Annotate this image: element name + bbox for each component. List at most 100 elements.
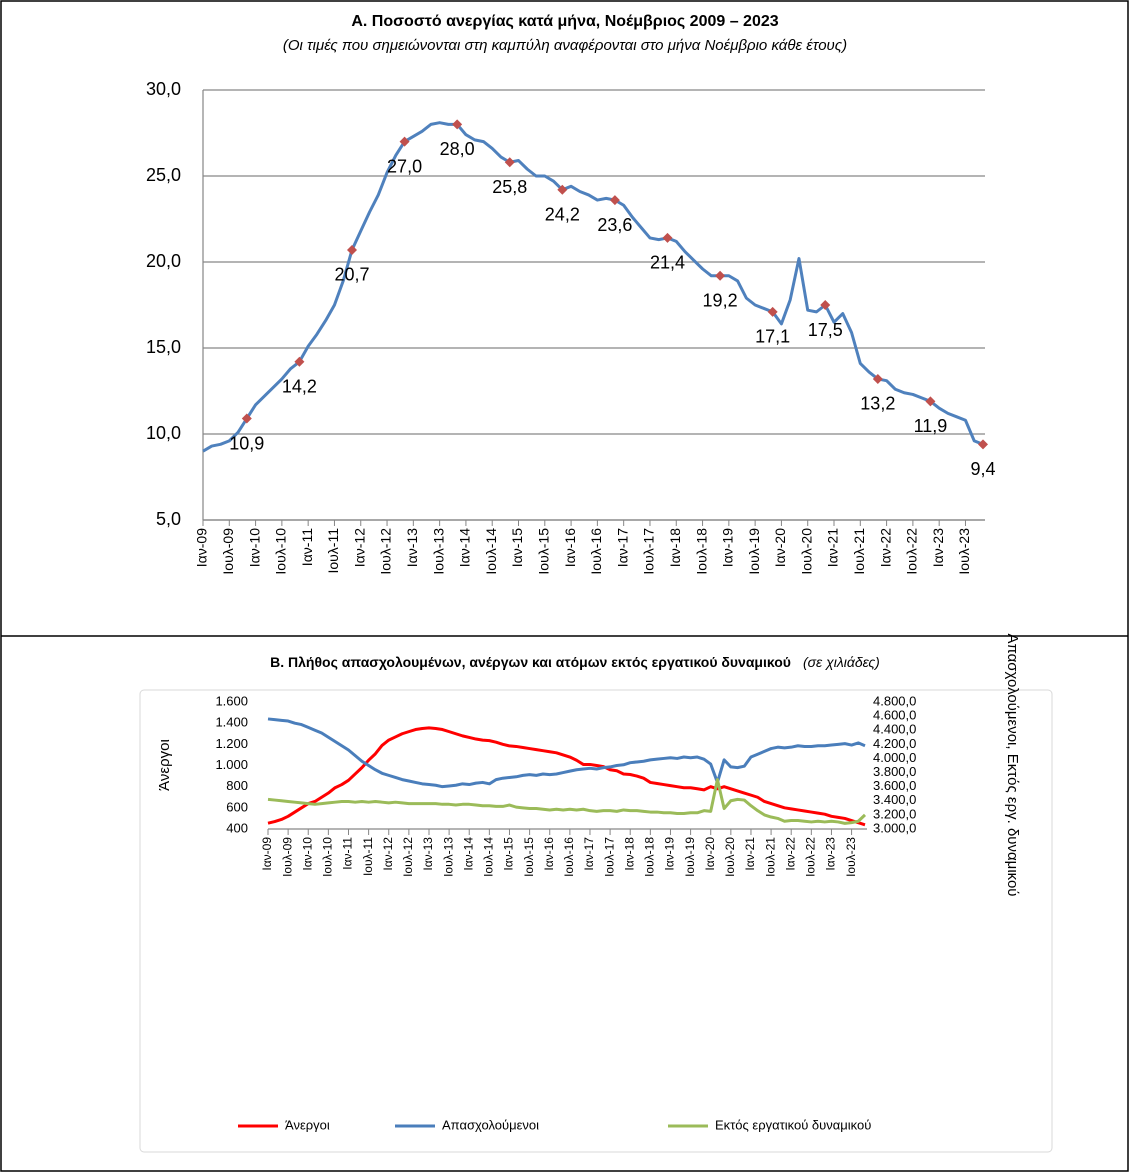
x-tick-label: Ιαν-09 bbox=[194, 528, 210, 567]
x-tick-label: Ιουλ-16 bbox=[588, 528, 604, 575]
y2-tick-label: 4.600,0 bbox=[873, 708, 916, 723]
y-axis-title: Άνεργοι bbox=[156, 739, 173, 791]
x-tick-label: Ιαν-23 bbox=[824, 837, 838, 871]
y2-tick-label: 4.200,0 bbox=[873, 736, 916, 751]
x-tick-label: Ιουλ-22 bbox=[904, 528, 920, 575]
data-label: 10,9 bbox=[229, 433, 264, 453]
x-tick-label: Ιουλ-14 bbox=[483, 528, 499, 575]
x-tick-label: Ιαν-14 bbox=[457, 528, 473, 567]
x-tick-label: Ιουλ-13 bbox=[441, 837, 455, 877]
y-tick-label: 1.400 bbox=[215, 715, 248, 730]
data-label: 17,5 bbox=[808, 320, 843, 340]
x-tick-label: Ιουλ-09 bbox=[280, 837, 294, 877]
x-tick-label: Ιαν-10 bbox=[246, 528, 262, 567]
marker bbox=[452, 119, 463, 130]
legend-label: Εκτός εργατικού δυναμικού bbox=[715, 1117, 871, 1132]
x-tick-label: Ιουλ-22 bbox=[804, 837, 818, 877]
x-tick-label: Ιαν-11 bbox=[299, 528, 315, 566]
x-tick-label: Ιαν-16 bbox=[542, 837, 556, 871]
x-tick-label: Ιουλ-11 bbox=[361, 837, 375, 876]
x-tick-label: Ιουλ-15 bbox=[522, 837, 536, 877]
data-label: 20,7 bbox=[334, 265, 369, 285]
data-label: 23,6 bbox=[597, 215, 632, 235]
marker bbox=[557, 184, 568, 195]
y2-tick-label: 3.400,0 bbox=[873, 792, 916, 807]
y-tick-label: 1.200 bbox=[215, 736, 248, 751]
marker bbox=[978, 439, 988, 450]
x-tick-label: Ιαν-20 bbox=[772, 528, 788, 567]
data-label: 27,0 bbox=[387, 156, 422, 176]
data-label: 25,8 bbox=[492, 177, 527, 197]
y2-tick-label: 4.800,0 bbox=[873, 693, 916, 708]
y-tick-label: 1.000 bbox=[215, 757, 248, 772]
y2-tick-label: 4.400,0 bbox=[873, 722, 916, 737]
x-tick-label: Ιουλ-20 bbox=[723, 837, 737, 877]
x-tick-label: Ιαν-22 bbox=[877, 528, 893, 567]
x-tick-label: Ιαν-17 bbox=[582, 837, 596, 871]
x-tick-label: Ιαν-21 bbox=[743, 837, 757, 871]
y2-axis-title: Απασχολούμενοι, Εκτός εργ. δυναμικού bbox=[1004, 633, 1021, 896]
marker bbox=[241, 413, 252, 424]
data-label: 11,9 bbox=[914, 416, 948, 436]
legend-label: Άνεργοι bbox=[285, 1117, 330, 1132]
series-line bbox=[267, 717, 866, 789]
y-tick-label: 10,0 bbox=[146, 423, 181, 443]
x-tick-label: Ιουλ-17 bbox=[602, 837, 616, 877]
x-tick-label: Ιαν-11 bbox=[341, 837, 355, 870]
data-label: 28,0 bbox=[440, 139, 475, 159]
y-tick-label: 15,0 bbox=[146, 337, 181, 357]
x-tick-label: Ιουλ-13 bbox=[430, 528, 446, 575]
x-tick-label: Ιουλ-23 bbox=[956, 528, 972, 575]
title-main: Β. Πλήθος απασχολουμένων, ανέργων και ατ… bbox=[270, 654, 791, 670]
chart-subtitle: (Οι τιμές που σημειώνονται στη καμπύλη α… bbox=[283, 37, 847, 54]
title-note: (σε χιλιάδες) bbox=[803, 654, 880, 670]
y-tick-label: 400 bbox=[226, 820, 248, 835]
x-tick-label: Ιαν-19 bbox=[663, 837, 677, 871]
y-tick-label: 800 bbox=[226, 778, 248, 793]
series-line bbox=[202, 121, 984, 453]
y2-tick-label: 3.800,0 bbox=[873, 764, 916, 779]
x-tick-label: Ιουλ-17 bbox=[641, 528, 657, 575]
y2-tick-label: 4.000,0 bbox=[873, 750, 916, 765]
data-label: 9,4 bbox=[970, 459, 995, 479]
x-tick-label: Ιουλ-09 bbox=[220, 528, 236, 575]
x-tick-label: Ιαν-16 bbox=[562, 528, 578, 567]
x-tick-label: Ιαν-13 bbox=[421, 837, 435, 871]
x-tick-label: Ιαν-13 bbox=[404, 528, 420, 567]
data-label: 17,1 bbox=[755, 327, 790, 347]
marker bbox=[872, 373, 883, 384]
marker bbox=[504, 157, 515, 168]
x-tick-label: Ιουλ-21 bbox=[851, 528, 867, 575]
x-tick-label: Ιουλ-20 bbox=[798, 528, 814, 575]
marker bbox=[820, 300, 831, 310]
x-tick-label: Ιαν-18 bbox=[667, 528, 683, 567]
chart-b-frame bbox=[139, 689, 1053, 1153]
x-tick-label: Ιουλ-16 bbox=[562, 837, 576, 877]
x-tick-label: Ιαν-12 bbox=[381, 837, 395, 871]
y2-tick-label: 3.600,0 bbox=[873, 778, 916, 793]
x-tick-label: Ιαν-21 bbox=[825, 528, 841, 567]
x-tick-label: Ιουλ-15 bbox=[536, 528, 552, 575]
x-tick-label: Ιαν-15 bbox=[509, 528, 525, 567]
x-tick-label: Ιαν-15 bbox=[502, 837, 516, 871]
series-line bbox=[267, 726, 866, 827]
x-tick-label: Ιουλ-10 bbox=[321, 837, 335, 877]
x-tick-label: Ιουλ-23 bbox=[844, 837, 858, 877]
x-tick-label: Ιαν-10 bbox=[300, 837, 314, 871]
data-label: 14,2 bbox=[282, 377, 317, 397]
x-tick-label: Ιουλ-21 bbox=[763, 837, 777, 877]
data-label: 24,2 bbox=[545, 205, 580, 225]
y2-tick-label: 3.200,0 bbox=[873, 806, 916, 821]
x-tick-label: Ιαν-09 bbox=[260, 837, 274, 871]
series-line bbox=[267, 778, 867, 825]
x-tick-label: Ιαν-17 bbox=[614, 528, 630, 567]
x-tick-label: Ιαν-14 bbox=[461, 837, 475, 871]
marker bbox=[346, 244, 357, 255]
y-tick-label: 600 bbox=[226, 799, 248, 814]
x-tick-label: Ιουλ-19 bbox=[746, 528, 762, 575]
x-tick-label: Ιουλ-10 bbox=[273, 528, 289, 575]
y-tick-label: 30,0 bbox=[146, 79, 181, 99]
x-tick-label: Ιουλ-11 bbox=[325, 528, 341, 574]
